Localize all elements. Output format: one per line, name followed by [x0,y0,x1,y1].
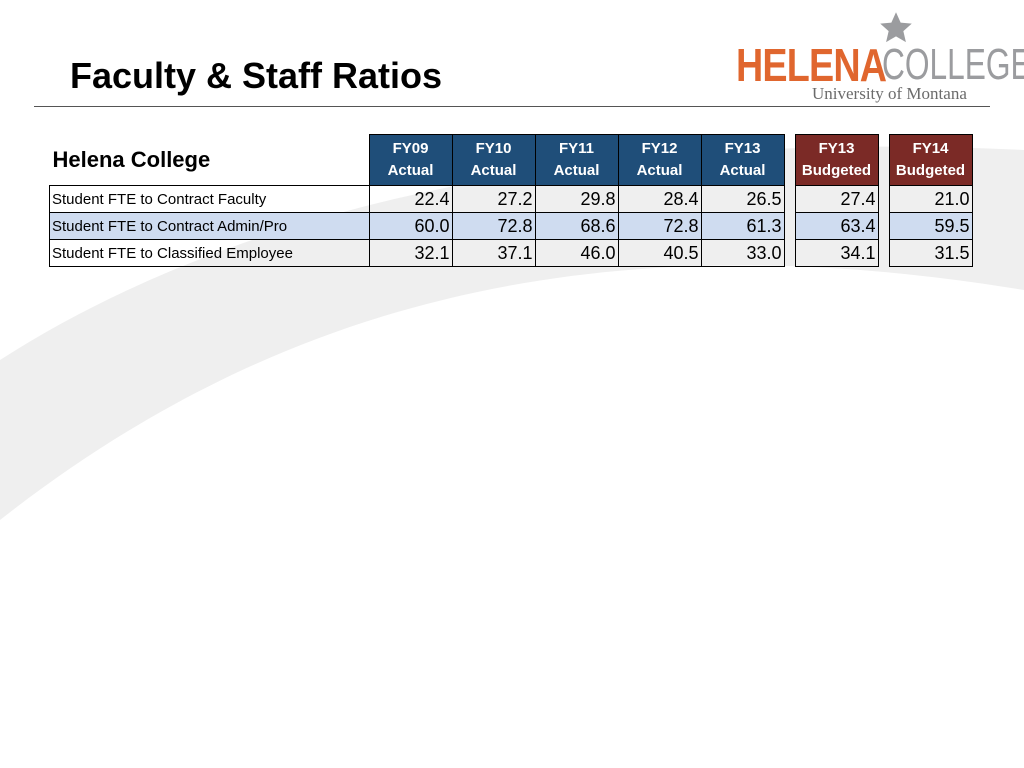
table-cell: 33.0 [700,239,785,267]
table-cell: 59.5 [888,212,973,240]
table-cell: 72.8 [617,212,702,240]
header-row: Helena College FY09 Actual FY10 Actual FY1… [50,134,973,186]
column-header: FY13 Budgeted [794,134,879,186]
column-gap [878,135,889,186]
row-label: Student FTE to Contract Admin/Pro [49,212,370,240]
column-gap [784,213,795,240]
column-gap [878,186,889,213]
table-cell: 61.3 [700,212,785,240]
title-divider [34,106,990,107]
org-name: Helena College [52,146,211,172]
table-cell: 72.8 [451,212,536,240]
table-row: Student FTE to Classified Employee 32.1 … [49,239,973,267]
table-cell: 29.8 [534,185,619,213]
logo-college: COLLEGE [882,40,1024,89]
slide-title: Faculty & Staff Ratios [70,55,443,96]
table-cell: 40.5 [617,239,702,267]
table-cell: 28.4 [617,185,702,213]
column-gap [784,135,795,186]
table-cell: 27.2 [451,185,536,213]
table-cell: 37.1 [451,239,536,267]
table-cell: 31.5 [888,239,973,267]
table-cell: 21.0 [888,185,973,213]
row-label: Student FTE to Classified Employee [49,239,370,267]
table-cell: 34.1 [794,239,879,267]
table-cell: 32.1 [368,239,453,267]
row-label: Student FTE to Contract Faculty [49,185,370,213]
star-icon [880,12,912,43]
table-cell: 46.0 [534,239,619,267]
column-gap [878,240,889,267]
column-gap [784,240,795,267]
column-gap [878,213,889,240]
table-row: Student FTE to Contract Admin/Pro 60.0 7… [49,212,973,240]
column-header: FY13 Actual [700,134,785,186]
table-row: Student FTE to Contract Faculty 22.4 27.… [49,185,973,213]
column-header: FY10 Actual [451,134,536,186]
logo-helena: HELENA [736,39,887,91]
ratios-table: Helena College FY09 Actual FY10 Actual FY1… [49,134,973,267]
table-cell: 27.4 [794,185,879,213]
table-cell: 22.4 [368,185,453,213]
college-logo: HELENA COLLEGE [736,38,1024,91]
table-cell: 63.4 [794,212,879,240]
column-header: FY11 Actual [534,134,619,186]
column-gap [784,186,795,213]
column-header: FY12 Actual [617,134,702,186]
column-header: FY09 Actual [368,134,453,186]
table-cell: 26.5 [700,185,785,213]
column-header: FY14 Budgeted [888,134,973,186]
table-cell: 68.6 [534,212,619,240]
table-cell: 60.0 [368,212,453,240]
logo-subtitle: University of Montana [812,84,967,103]
